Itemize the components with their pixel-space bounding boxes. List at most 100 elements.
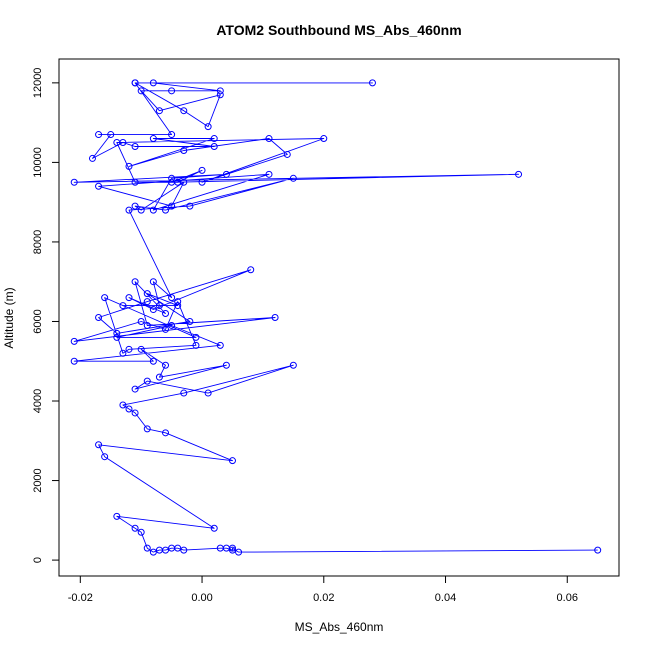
data-series — [70, 79, 602, 556]
data-point — [131, 278, 139, 286]
x-tick-label: -0.02 — [68, 592, 93, 604]
data-point — [149, 278, 157, 286]
data-point — [149, 79, 157, 87]
data-point — [186, 317, 194, 325]
data-point — [95, 131, 103, 139]
data-point — [143, 377, 151, 385]
data-point — [174, 544, 182, 552]
y-tick-label: 6000 — [32, 309, 44, 333]
data-point — [113, 512, 121, 520]
data-point — [168, 87, 176, 95]
data-point — [216, 87, 224, 95]
data-point — [143, 321, 151, 329]
data-point — [143, 544, 151, 552]
data-point — [162, 206, 170, 214]
y-tick-label: 2000 — [32, 468, 44, 492]
data-point — [162, 429, 170, 437]
data-point — [174, 302, 182, 310]
data-point — [155, 302, 163, 310]
x-tick-label: 0.06 — [557, 592, 578, 604]
data-point — [125, 345, 133, 353]
data-point — [168, 202, 176, 210]
data-point — [198, 166, 206, 174]
x-tick-label: 0.04 — [435, 592, 456, 604]
data-point — [222, 361, 230, 369]
data-point — [320, 135, 328, 143]
data-point — [168, 294, 176, 302]
data-point — [125, 206, 133, 214]
data-point — [131, 202, 139, 210]
data-point — [101, 453, 109, 461]
data-point — [210, 142, 218, 150]
data-point — [180, 389, 188, 397]
chart-title: ATOM2 Southbound MS_Abs_460nm — [216, 22, 461, 38]
data-point — [131, 409, 139, 417]
data-point — [137, 206, 145, 214]
data-point — [180, 107, 188, 115]
data-point — [95, 441, 103, 449]
data-point — [70, 357, 78, 365]
data-point — [265, 135, 273, 143]
data-point — [131, 178, 139, 186]
data-point — [228, 546, 236, 554]
data-point — [180, 146, 188, 154]
data-point — [155, 107, 163, 115]
data-point — [186, 202, 194, 210]
x-tick-label: 0.00 — [191, 592, 212, 604]
x-tick-label: 0.02 — [313, 592, 334, 604]
x-axis-label: MS_Abs_460nm — [295, 620, 384, 634]
y-axis-label: Altitude (m) — [2, 287, 16, 348]
data-point — [88, 154, 96, 162]
data-point — [180, 178, 188, 186]
data-point — [125, 405, 133, 413]
data-point — [271, 314, 279, 321]
data-point — [228, 544, 236, 552]
data-point — [119, 401, 127, 409]
data-point — [95, 314, 103, 321]
data-point — [143, 425, 151, 433]
data-point — [216, 341, 224, 349]
y-axis: 0 2000 4000 6000 8000 10000 12000 — [32, 68, 60, 563]
data-point — [168, 131, 176, 139]
y-tick-label: 10000 — [32, 147, 44, 178]
data-point — [210, 135, 218, 143]
data-point — [113, 333, 121, 341]
data-point — [70, 178, 78, 186]
data-point — [137, 87, 145, 95]
data-point — [222, 170, 230, 178]
data-point — [149, 206, 157, 214]
data-point — [168, 174, 176, 182]
y-tick-label: 4000 — [32, 389, 44, 413]
data-point — [265, 170, 273, 178]
data-point — [192, 333, 200, 341]
data-point — [174, 298, 182, 306]
y-tick-label: 0 — [32, 557, 44, 563]
data-point — [204, 123, 212, 131]
data-point — [168, 321, 176, 329]
series-line — [73, 82, 598, 553]
data-point — [149, 135, 157, 143]
plot-frame — [58, 58, 620, 577]
data-point — [228, 457, 236, 465]
data-point — [289, 361, 297, 369]
data-point — [162, 325, 170, 333]
data-point — [368, 79, 376, 87]
data-point — [594, 546, 602, 554]
data-point — [155, 373, 163, 381]
data-point — [289, 174, 297, 182]
data-point — [131, 524, 139, 532]
data-point — [168, 178, 176, 186]
data-point — [192, 341, 200, 349]
data-point — [162, 546, 170, 554]
data-point — [107, 131, 115, 139]
data-point — [515, 170, 523, 178]
data-point — [198, 178, 206, 186]
data-point — [70, 337, 78, 345]
data-point — [162, 361, 170, 369]
data-point — [210, 524, 218, 532]
data-point — [119, 349, 127, 357]
data-point — [149, 548, 157, 556]
data-point — [149, 357, 157, 365]
data-point — [204, 389, 212, 397]
